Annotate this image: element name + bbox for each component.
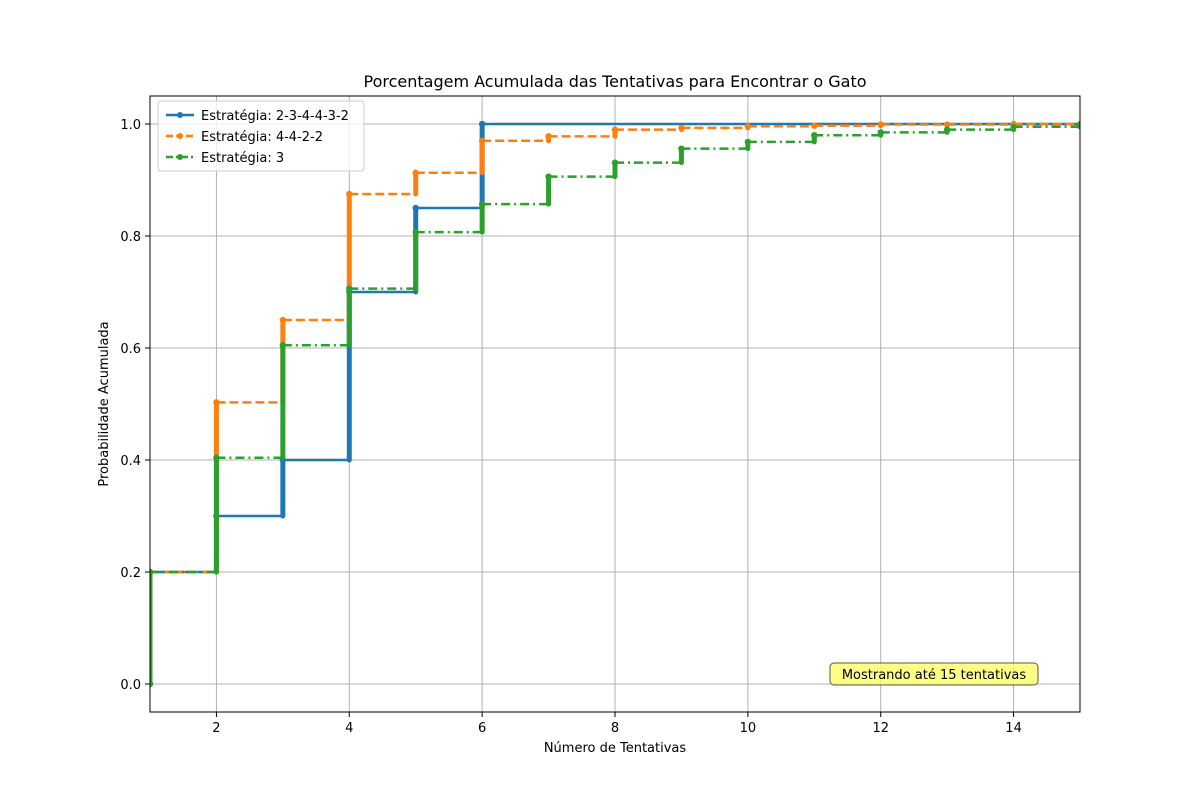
series-2-point xyxy=(943,121,951,128)
series-3-point xyxy=(943,126,951,133)
series-3-point xyxy=(213,454,220,461)
series-2-point xyxy=(611,126,619,133)
series-3-point xyxy=(678,145,685,152)
x-tick-label: 14 xyxy=(1005,721,1022,736)
y-tick-label: 0.4 xyxy=(120,454,141,469)
series-3-point xyxy=(412,228,419,236)
series-3-point xyxy=(346,285,353,292)
series-2-point xyxy=(545,133,552,140)
series-2-point xyxy=(877,121,884,128)
series-2-point xyxy=(412,169,419,176)
legend-label-1: Estratégia: 2-3-4-4-3-2 xyxy=(201,109,349,124)
y-tick-label: 0.0 xyxy=(120,678,141,693)
series-2-point xyxy=(213,399,220,406)
series-3-point xyxy=(611,159,619,166)
y-tick-label: 0.2 xyxy=(120,566,141,581)
series-3 xyxy=(150,121,1080,688)
series-2-point xyxy=(279,316,287,324)
series-3-point xyxy=(1010,123,1017,130)
y-tick-label: 1.0 xyxy=(120,118,141,133)
legend-box xyxy=(157,100,365,172)
series-1-point xyxy=(412,204,419,212)
series-2-point xyxy=(678,124,685,132)
chart-title: Porcentagem Acumulada das Tentativas par… xyxy=(363,72,866,91)
series-3-point xyxy=(279,342,287,349)
x-tick-label: 2 xyxy=(212,721,220,736)
series-3-point xyxy=(744,138,752,146)
series-group xyxy=(150,120,1080,688)
x-tick-label: 10 xyxy=(740,721,757,736)
annotation-text: Mostrando até 15 tentativas xyxy=(842,668,1027,683)
series-3-point xyxy=(877,129,884,136)
series-layer xyxy=(150,120,1080,688)
legend: Estratégia: 2-3-4-4-3-2 Estratégia: 4-4-2… xyxy=(157,100,365,172)
series-2-point xyxy=(744,123,752,130)
ticks: 2 4 6 8 10 12 14 0.0 0.2 0.4 0.6 0.8 1.0 xyxy=(120,118,1022,736)
series-3-point xyxy=(1076,121,1080,129)
y-axis-label: Probabilidade Acumulada xyxy=(97,321,112,486)
legend-marker-3 xyxy=(177,154,183,160)
series-3-point xyxy=(545,173,552,180)
y-tick-label: 0.8 xyxy=(120,230,141,245)
series-2-point xyxy=(811,122,818,129)
series-3-point xyxy=(811,132,818,139)
legend-label-2: Estratégia: 4-4-2-2 xyxy=(201,130,323,145)
y-tick-label: 0.6 xyxy=(120,342,141,357)
series-3-start-point xyxy=(150,680,154,688)
x-tick-label: 6 xyxy=(478,721,486,736)
legend-marker-1 xyxy=(177,112,183,118)
series-2-point xyxy=(346,190,353,198)
annotation-box: Mostrando até 15 tentativas xyxy=(829,662,1039,686)
x-tick-label: 8 xyxy=(611,721,619,736)
series-3-point xyxy=(150,568,154,576)
legend-marker-2 xyxy=(177,133,183,139)
x-axis-label: Número de Tentativas xyxy=(544,741,687,756)
x-tick-label: 12 xyxy=(872,721,889,736)
series-3-point xyxy=(478,200,486,208)
annotation-background xyxy=(829,662,1039,686)
legend-label-3: Estratégia: 3 xyxy=(201,151,284,166)
series-2-point xyxy=(478,137,486,144)
series-1-point xyxy=(478,120,486,128)
x-tick-label: 4 xyxy=(345,721,353,736)
